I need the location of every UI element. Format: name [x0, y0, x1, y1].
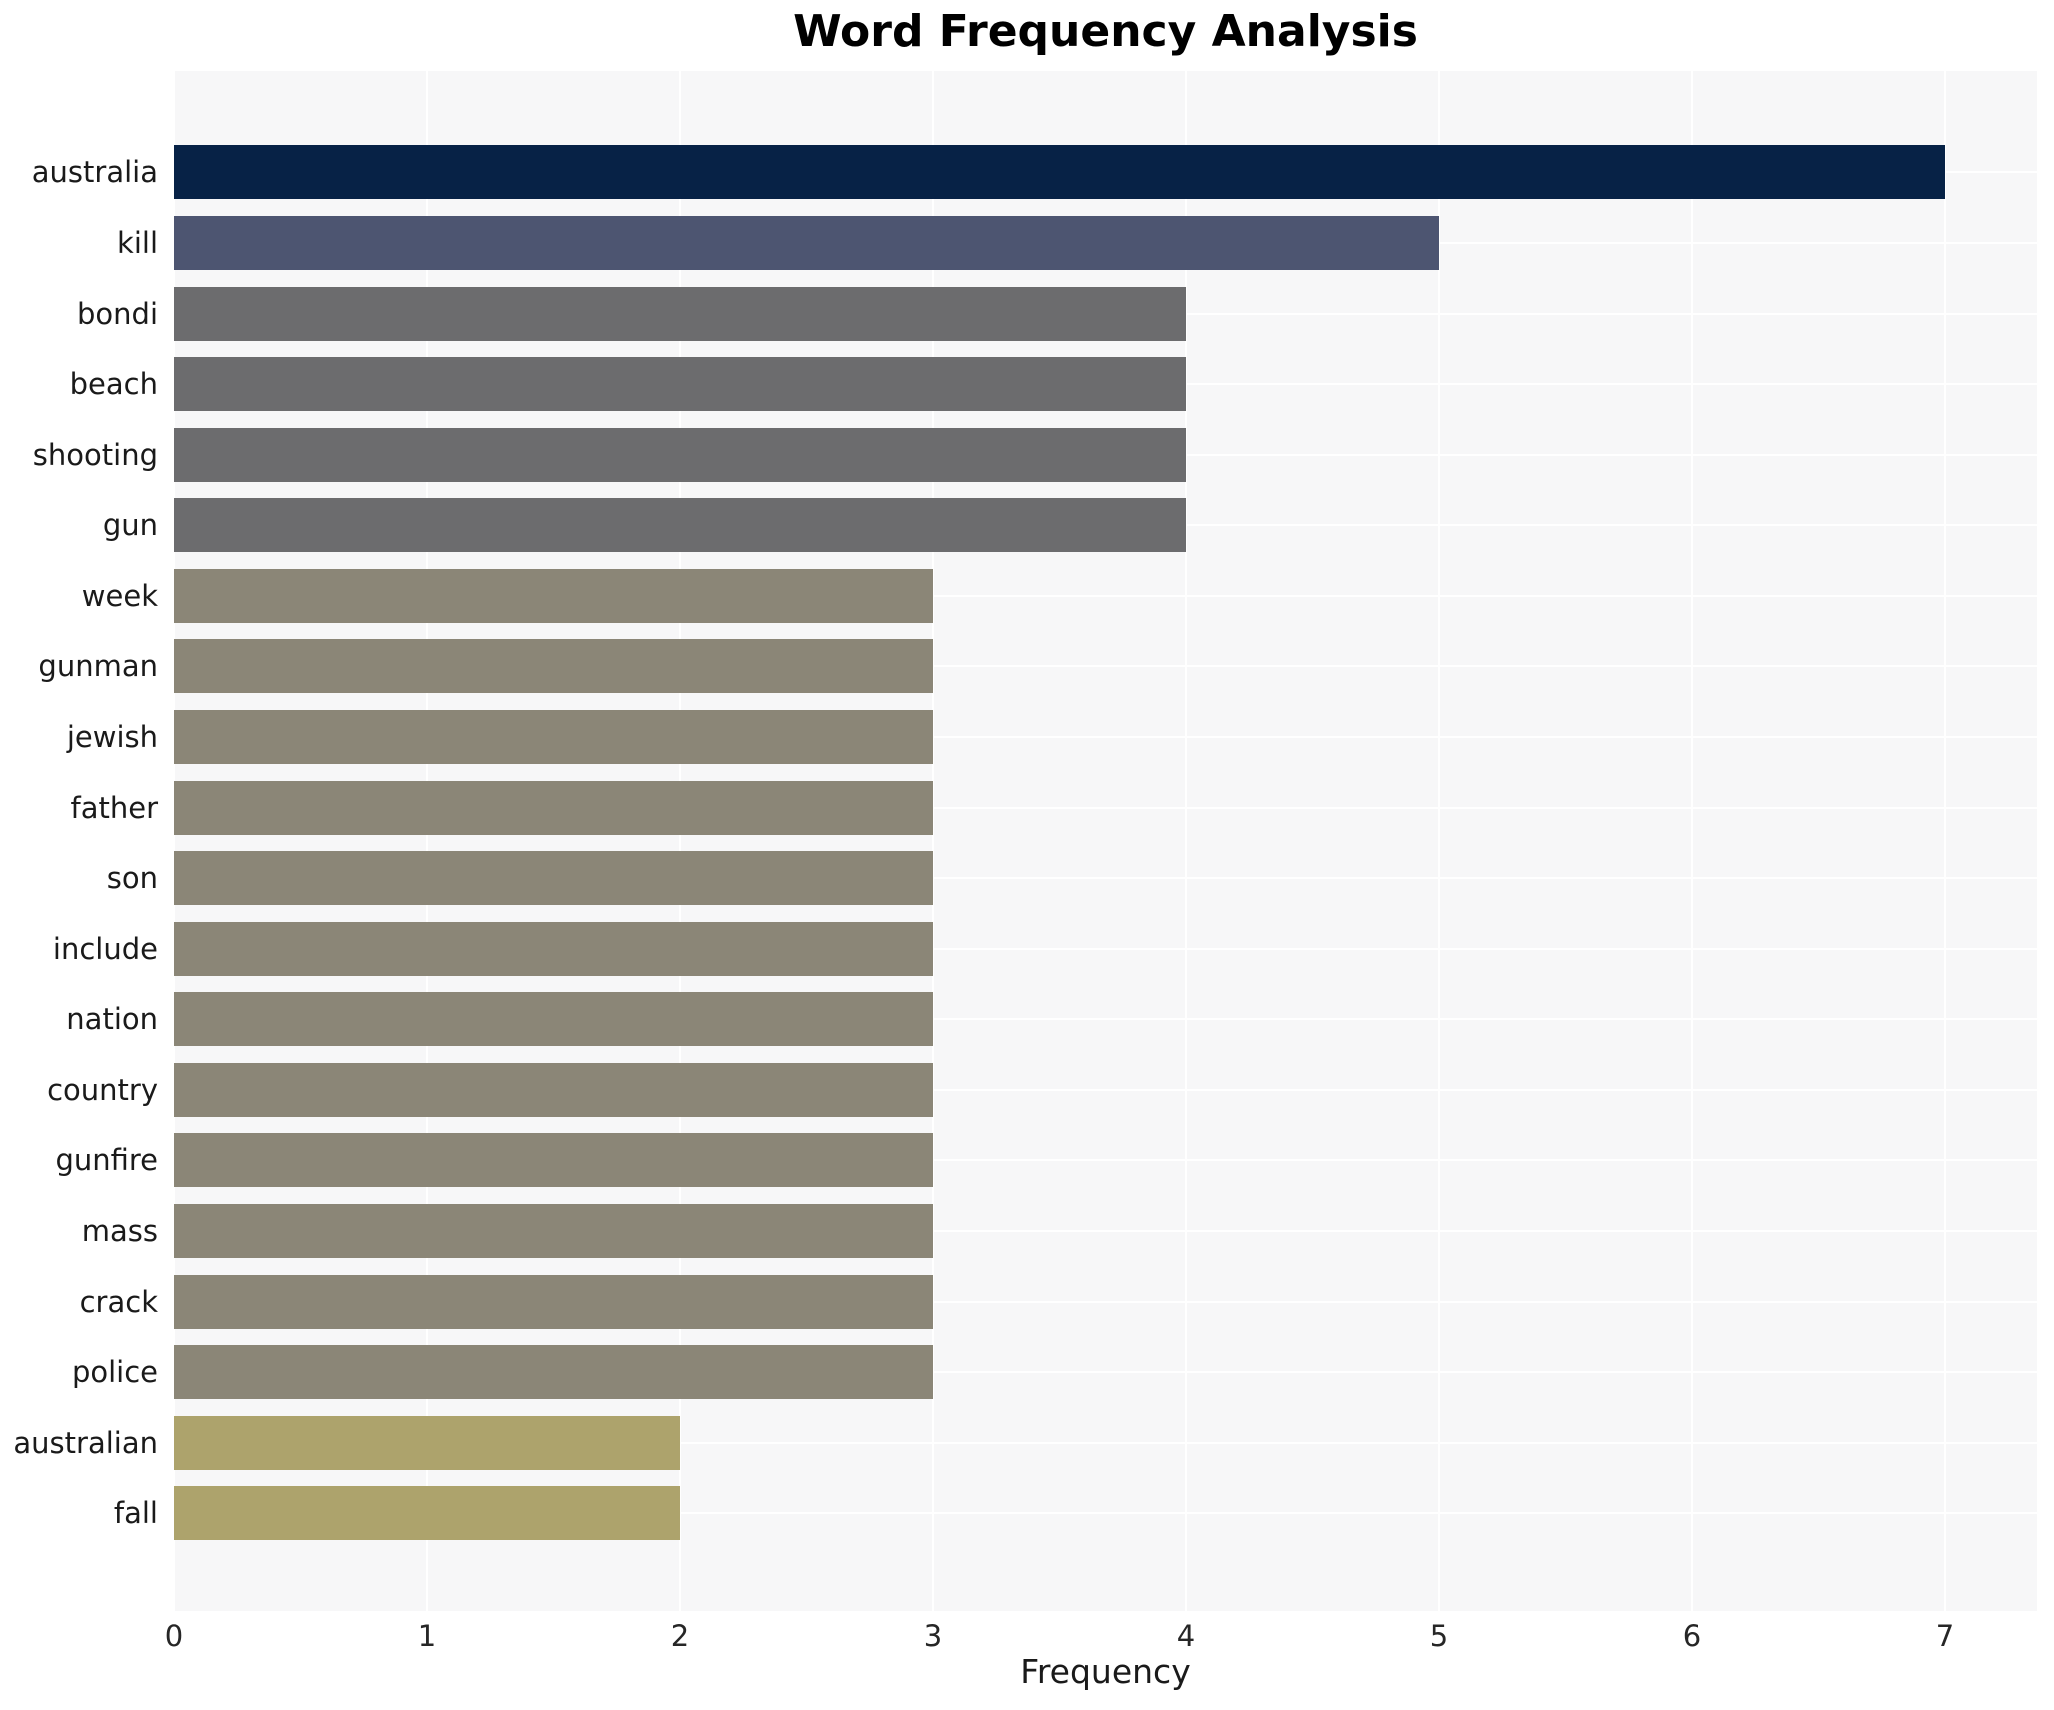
- gridline-h: [174, 595, 2037, 597]
- gridline-h: [174, 736, 2037, 738]
- bar-son: [174, 851, 933, 905]
- gridline-v: [932, 71, 934, 1611]
- bar-gunfire: [174, 1133, 933, 1187]
- bar-kill: [174, 216, 1439, 270]
- gridline-v: [679, 71, 681, 1611]
- bar-include: [174, 922, 933, 976]
- bar-crack: [174, 1275, 933, 1329]
- y-tick-label: gunman: [38, 649, 158, 683]
- gridline-v: [173, 71, 175, 1611]
- bar-mass: [174, 1204, 933, 1258]
- x-axis-label: Frequency: [1020, 1652, 1191, 1691]
- gridline-h: [174, 807, 2037, 809]
- x-tick-label: 1: [417, 1619, 437, 1653]
- gridline-v: [426, 71, 428, 1611]
- y-tick-label: crack: [79, 1285, 158, 1319]
- y-tick-label: australian: [13, 1426, 158, 1460]
- y-tick-label: gunfire: [55, 1143, 158, 1177]
- gridline-h: [174, 1371, 2037, 1373]
- y-tick-label: mass: [81, 1214, 158, 1248]
- y-tick-label: nation: [66, 1002, 158, 1036]
- plot-area: [173, 71, 2037, 1611]
- y-tick-label: police: [71, 1355, 158, 1389]
- bar-father: [174, 781, 933, 835]
- x-tick-label: 0: [164, 1619, 184, 1653]
- bar-fall: [174, 1486, 680, 1540]
- bar-australian: [174, 1416, 680, 1470]
- bar-australia: [174, 145, 1945, 199]
- x-tick-label: 7: [1935, 1619, 1955, 1653]
- gridline-h: [174, 1301, 2037, 1303]
- x-tick-label: 4: [1176, 1619, 1196, 1653]
- x-tick-label: 2: [670, 1619, 690, 1653]
- y-tick-label: gun: [102, 508, 158, 542]
- gridline-h: [174, 877, 2037, 879]
- gridline-h: [174, 1512, 2037, 1514]
- gridline-v: [1691, 71, 1693, 1611]
- gridline-h: [174, 948, 2037, 950]
- bar-gunman: [174, 639, 933, 693]
- y-tick-label: son: [106, 861, 158, 895]
- chart-title: Word Frequency Analysis: [793, 6, 1418, 57]
- gridline-h: [174, 665, 2037, 667]
- y-tick-label: australia: [31, 155, 158, 189]
- bar-week: [174, 569, 933, 623]
- y-tick-label: kill: [117, 226, 158, 260]
- bar-police: [174, 1345, 933, 1399]
- x-tick-label: 3: [923, 1619, 943, 1653]
- x-tick-label: 5: [1429, 1619, 1449, 1653]
- y-tick-label: jewish: [66, 720, 158, 754]
- y-tick-label: include: [52, 932, 158, 966]
- y-tick-label: week: [81, 579, 158, 613]
- bar-shooting: [174, 428, 1186, 482]
- gridline-v: [1944, 71, 1946, 1611]
- bar-nation: [174, 992, 933, 1046]
- x-tick-label: 6: [1682, 1619, 1702, 1653]
- gridline-h: [174, 1018, 2037, 1020]
- y-tick-label: bondi: [77, 297, 158, 331]
- y-tick-label: shooting: [32, 438, 158, 472]
- gridline-h: [174, 1442, 2037, 1444]
- y-tick-label: country: [47, 1073, 158, 1107]
- y-tick-label: beach: [69, 367, 158, 401]
- gridline-h: [174, 1230, 2037, 1232]
- gridline-h: [174, 1089, 2037, 1091]
- gridline-v: [1438, 71, 1440, 1611]
- bar-bondi: [174, 287, 1186, 341]
- gridline-h: [174, 1159, 2037, 1161]
- gridline-v: [1185, 71, 1187, 1611]
- bar-country: [174, 1063, 933, 1117]
- bar-gun: [174, 498, 1186, 552]
- y-tick-label: fall: [113, 1496, 158, 1530]
- y-tick-label: father: [70, 791, 159, 825]
- bar-jewish: [174, 710, 933, 764]
- bar-beach: [174, 357, 1186, 411]
